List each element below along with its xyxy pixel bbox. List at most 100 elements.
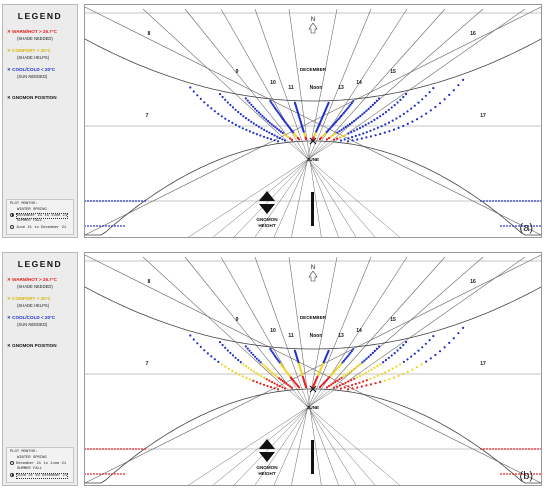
shadow-point <box>99 200 101 202</box>
shadow-point <box>369 383 373 386</box>
shadow-point <box>270 371 273 374</box>
radio-winter-spring[interactable]: December 21 to June 21 <box>10 460 66 466</box>
shadow-point <box>90 200 92 202</box>
radio-selected-icon[interactable] <box>10 472 14 477</box>
shadow-points <box>85 78 541 227</box>
shadow-point <box>420 363 423 366</box>
shadow-point <box>283 381 286 384</box>
shadow-point <box>425 112 428 115</box>
shadow-point <box>424 94 427 97</box>
shadow-point <box>242 363 245 366</box>
radio-winter-spring[interactable]: December 21 to June 21 <box>10 212 69 219</box>
shadow-point <box>528 200 530 202</box>
shadow-point <box>340 128 343 131</box>
shadow-point <box>522 448 524 450</box>
shadow-point <box>334 380 337 384</box>
radio-unselected-icon[interactable] <box>10 460 14 465</box>
shadow-point <box>402 95 405 99</box>
shadow-point <box>99 225 101 227</box>
shadow-point <box>93 448 95 450</box>
hour-line <box>288 256 307 382</box>
shadow-point <box>278 377 281 380</box>
shadow-point <box>333 370 336 373</box>
shadow-point <box>218 341 222 344</box>
shadow-point <box>255 133 258 136</box>
shadow-point <box>259 382 262 385</box>
shadow-point <box>374 134 377 137</box>
shadow-point <box>521 473 523 475</box>
radio-summer-fall[interactable]: June 21 to December 21 <box>10 472 69 479</box>
shadow-point <box>325 131 328 134</box>
shadow-point <box>120 225 122 227</box>
shadow-point <box>279 130 282 133</box>
shadow-point <box>90 448 92 450</box>
shadow-point <box>274 126 277 129</box>
shadow-point <box>362 132 365 135</box>
shadow-point <box>384 111 387 114</box>
shadow-point <box>383 131 386 134</box>
shadow-point <box>275 356 278 359</box>
shadow-point <box>516 200 518 202</box>
shadow-point <box>352 100 355 103</box>
shadow-point <box>486 448 488 450</box>
shadow-point <box>259 361 262 364</box>
shadow-point <box>224 365 227 368</box>
december-curve <box>85 286 541 350</box>
hour-line-extension <box>277 380 400 485</box>
radio-unselected-icon[interactable] <box>10 224 14 229</box>
legend-title: LEGEND <box>17 11 63 21</box>
shadow-point <box>192 90 195 93</box>
shadow-point <box>489 200 491 202</box>
shadow-point <box>506 225 508 227</box>
shadow-point <box>288 374 291 378</box>
shadow-point <box>522 200 524 202</box>
shadow-point <box>495 448 497 450</box>
gnomon-marker-icon: ✕ <box>7 95 11 100</box>
shadow-point <box>533 225 535 227</box>
shadow-point <box>406 370 409 373</box>
shadow-point <box>114 225 116 227</box>
shadow-point <box>318 386 322 389</box>
radio-summer-fall[interactable]: June 21 to December 21 <box>10 224 66 230</box>
shadow-point <box>379 363 382 366</box>
shadow-point <box>358 133 361 136</box>
north-arrow-icon: N <box>308 265 318 282</box>
shadow-point <box>361 361 364 364</box>
shadow-point <box>380 373 383 376</box>
shadow-point <box>283 387 287 390</box>
shadow-point <box>257 125 261 128</box>
shadow-point <box>322 381 326 384</box>
hour-label: 13 <box>338 333 344 339</box>
shadow-point <box>375 347 378 350</box>
shadow-point <box>281 131 284 135</box>
shadow-point <box>102 200 104 202</box>
shadow-point <box>281 386 284 389</box>
shadow-point <box>352 348 355 351</box>
hour-label: Noon <box>310 333 323 339</box>
shadow-point <box>506 473 508 475</box>
radio-selected-icon[interactable] <box>10 212 14 217</box>
shadow-point <box>388 378 391 381</box>
shadow-point <box>252 370 255 373</box>
sundial-svg: 8 9 10 11 Noon 13 14 15 16 7 17 N DECEMBER JUNE GNOMON… <box>85 254 541 485</box>
legend-cool-label: COOL/COLD < 20°C <box>12 67 56 72</box>
shadow-point <box>260 375 263 378</box>
shadow-point <box>340 376 343 379</box>
shadow-point <box>406 358 409 361</box>
shadow-point <box>231 354 235 357</box>
legend-gnomon-position: ✕ GNOMON POSITION <box>7 95 57 101</box>
hour-label: 11 <box>288 333 294 339</box>
shadow-point <box>483 200 485 202</box>
shadow-point <box>359 115 362 118</box>
shadow-point <box>226 101 229 104</box>
shadow-point <box>271 351 274 354</box>
shadow-point <box>273 106 277 110</box>
shadow-point <box>345 108 348 111</box>
shadow-point <box>350 379 353 382</box>
shadow-point <box>248 130 251 133</box>
shadow-point <box>382 113 385 116</box>
shadow-point <box>105 200 107 202</box>
shadow-point <box>268 121 271 124</box>
shadow-point <box>203 101 206 104</box>
hour-line-extension <box>213 380 342 485</box>
